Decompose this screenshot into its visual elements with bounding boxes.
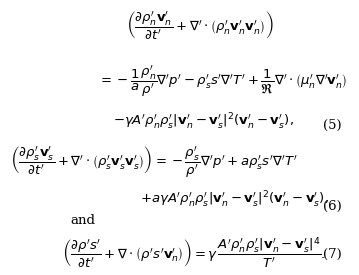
Text: $\left(\dfrac{\partial\rho' s'}{\partial t'} + \nabla \cdot \left(\rho' s'\mathb: $\left(\dfrac{\partial\rho' s'}{\partial… bbox=[62, 236, 326, 271]
Text: (5): (5) bbox=[323, 119, 342, 132]
Text: $\left(\dfrac{\partial\rho_s'\mathbf{v}_s'}{\partial t'} + \nabla' \cdot \left(\: $\left(\dfrac{\partial\rho_s'\mathbf{v}_… bbox=[10, 145, 297, 180]
Text: and: and bbox=[70, 214, 95, 227]
Text: (7): (7) bbox=[323, 248, 342, 262]
Text: $-\gamma A'\rho_n'\rho_s'|\mathbf{v}_n' - \mathbf{v}_s'|^2(\mathbf{v}_n' - \math: $-\gamma A'\rho_n'\rho_s'|\mathbf{v}_n' … bbox=[113, 112, 294, 132]
Text: $+ a\gamma A'\rho_n'\rho_s'|\mathbf{v}_n' - \mathbf{v}_s'|^2(\mathbf{v}_n' - \ma: $+ a\gamma A'\rho_n'\rho_s'|\mathbf{v}_n… bbox=[140, 190, 330, 210]
Text: $= -\dfrac{1}{a}\dfrac{\rho_n'}{\rho'}\nabla' p' - \rho_s' s'\nabla' T' + \dfrac: $= -\dfrac{1}{a}\dfrac{\rho_n'}{\rho'}\n… bbox=[98, 64, 348, 99]
Text: $\left(\dfrac{\partial\rho_n'\mathbf{v}_n'}{\partial t'} + \nabla' \cdot \left(\: $\left(\dfrac{\partial\rho_n'\mathbf{v}_… bbox=[126, 9, 274, 42]
Text: (6): (6) bbox=[323, 200, 342, 213]
